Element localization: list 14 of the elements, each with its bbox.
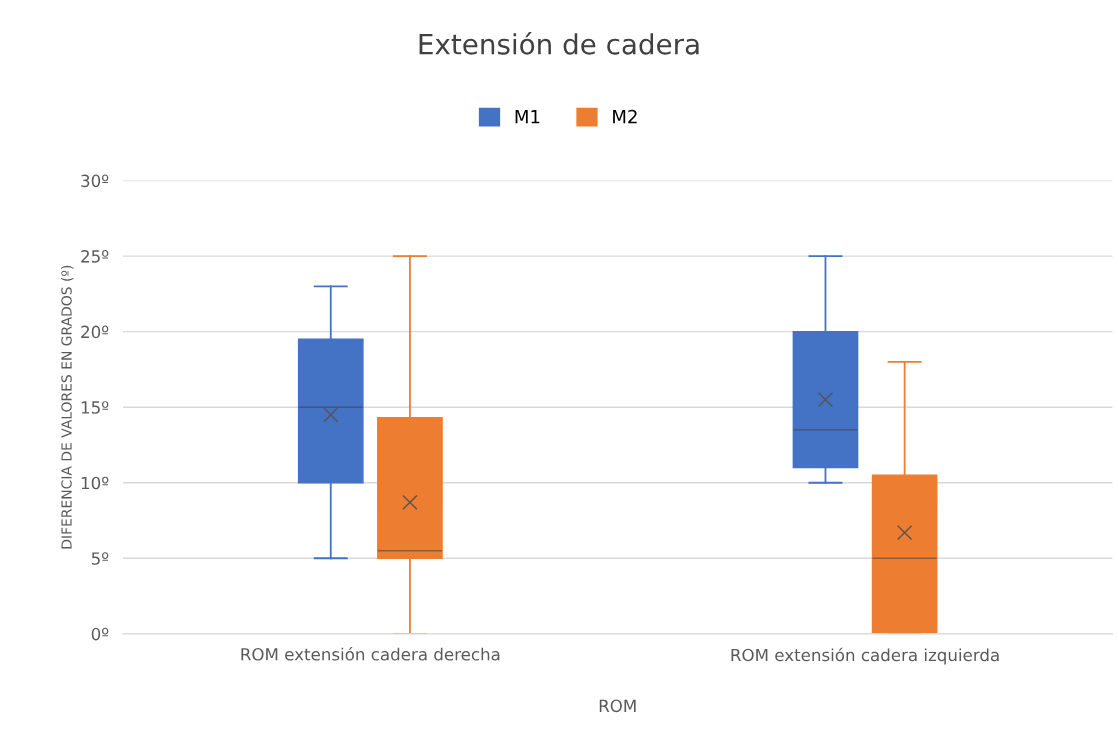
y-tick-label: 5º bbox=[91, 552, 109, 565]
x-tick-label: ROM extensión cadera izquierda bbox=[731, 647, 999, 665]
x-tick-label: ROM extensión cadera derecha bbox=[241, 647, 500, 661]
y-tick-label: 15º bbox=[81, 401, 109, 414]
y-tick-label: 20º bbox=[81, 325, 109, 339]
legend-label: M1 bbox=[515, 110, 540, 124]
y-axis-title: DIFERENCIA DE VALORES EN GRADOS (º) bbox=[61, 265, 74, 549]
legend-label: M2 bbox=[613, 109, 637, 124]
y-tick-label: 30º bbox=[81, 174, 109, 188]
y-tick-label: 0º bbox=[91, 627, 109, 641]
x-axis-title: ROM bbox=[599, 699, 636, 713]
chart-title: Extensión de cadera bbox=[419, 32, 699, 55]
y-tick-label: 25º bbox=[81, 250, 109, 263]
y-tick-label: 10º bbox=[81, 476, 109, 490]
